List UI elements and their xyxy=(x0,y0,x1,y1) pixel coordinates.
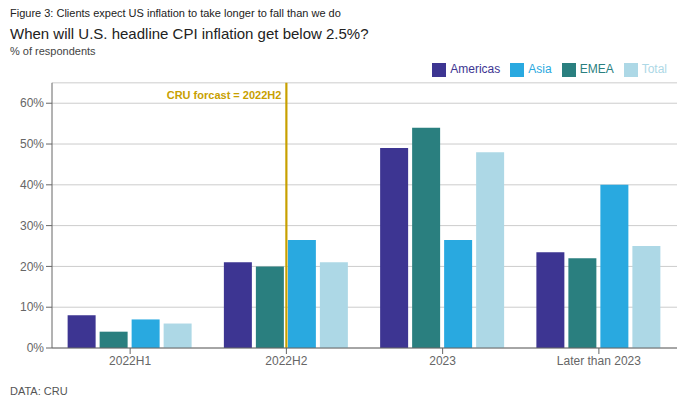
svg-text:0%: 0% xyxy=(27,341,45,355)
svg-text:30%: 30% xyxy=(20,219,44,233)
svg-text:CRU forcast = 2022H2: CRU forcast = 2022H2 xyxy=(167,89,282,101)
svg-text:2022H1: 2022H1 xyxy=(109,354,151,368)
svg-text:60%: 60% xyxy=(20,96,44,110)
svg-text:20%: 20% xyxy=(20,260,44,274)
html-text:Asia: Asia xyxy=(528,62,552,76)
html-text:% of respondents: % of respondents xyxy=(10,45,96,57)
svg-text:2022H2: 2022H2 xyxy=(265,354,307,368)
svg-text:50%: 50% xyxy=(20,137,44,151)
html-text:Figure 3: Clients expect US in: Figure 3: Clients expect US inflation to… xyxy=(10,7,341,19)
html-text:When will U.S. headline CPI in: When will U.S. headline CPI inflation ge… xyxy=(10,25,369,42)
svg-text:2023: 2023 xyxy=(429,354,456,368)
html-text:EMEA: EMEA xyxy=(579,62,614,76)
svg-text:Later than 2023: Later than 2023 xyxy=(557,354,641,368)
html-text:Americas: Americas xyxy=(450,62,501,76)
svg-text:40%: 40% xyxy=(20,178,44,192)
svg-text:10%: 10% xyxy=(20,300,44,314)
html-text:Total: Total xyxy=(641,62,667,76)
html-text:DATA: CRU: DATA: CRU xyxy=(10,385,68,397)
